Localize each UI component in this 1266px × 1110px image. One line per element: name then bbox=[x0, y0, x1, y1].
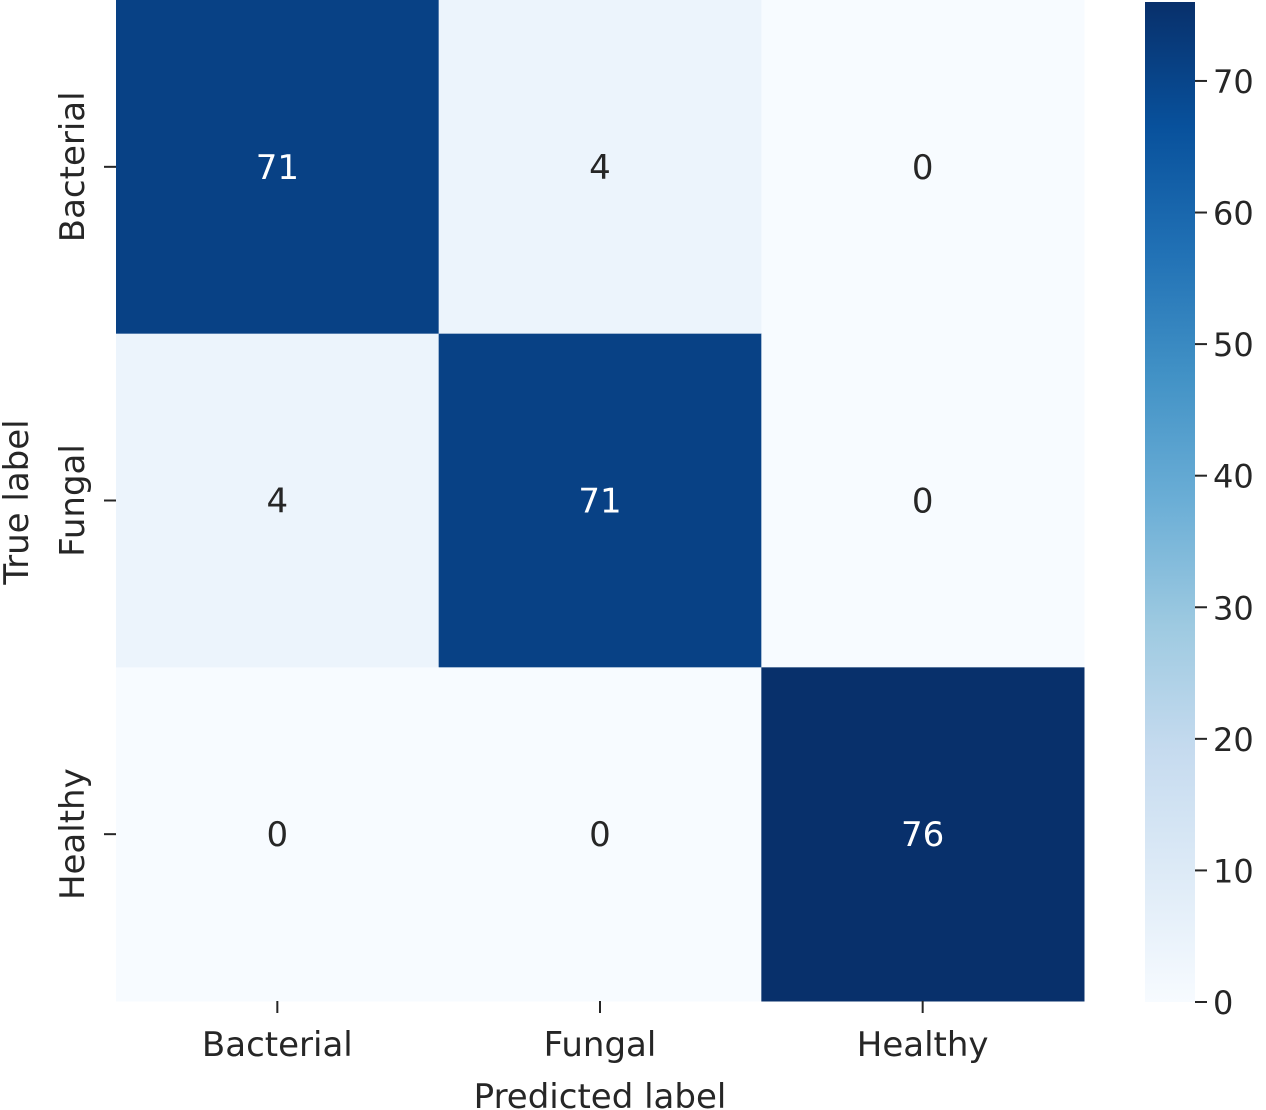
colorbar-ticks: 0 10 20 30 40 50 60 70 bbox=[1195, 63, 1254, 1022]
cell-value-label: 71 bbox=[578, 482, 621, 522]
colorbar-tick-label: 20 bbox=[1213, 721, 1254, 759]
cell-value-label: 4 bbox=[589, 148, 611, 188]
x-axis-label: Predicted label bbox=[474, 1077, 727, 1110]
x-axis-ticks: Bacterial Fungal Healthy bbox=[202, 1001, 989, 1065]
y-tick-label: Bacterial bbox=[53, 91, 93, 242]
cell-value-label: 0 bbox=[589, 815, 611, 855]
cell-value-label: 76 bbox=[901, 815, 944, 855]
colorbar-tick-label: 70 bbox=[1213, 63, 1254, 101]
x-tick-label: Bacterial bbox=[202, 1025, 353, 1065]
heatmap-cell bbox=[438, 333, 762, 668]
y-tick-label: Healthy bbox=[53, 768, 93, 900]
cell-value-label: 71 bbox=[256, 148, 299, 188]
colorbar-tick-label: 10 bbox=[1213, 852, 1254, 890]
colorbar-tick-label: 50 bbox=[1213, 326, 1254, 364]
y-tick-label: Fungal bbox=[53, 444, 93, 557]
cell-value-label: 0 bbox=[267, 815, 289, 855]
colorbar-tick-label: 0 bbox=[1213, 984, 1233, 1022]
heatmap-cell bbox=[761, 667, 1085, 1002]
y-axis-label: True label bbox=[0, 419, 37, 585]
colorbar-tick-label: 40 bbox=[1213, 458, 1254, 496]
heatmap-cell bbox=[116, 667, 440, 1002]
colorbar bbox=[1145, 2, 1195, 1002]
heatmap-cell bbox=[761, 333, 1085, 668]
y-axis-ticks: Bacterial Fungal Healthy bbox=[53, 91, 116, 900]
heatmap-cell-labels: 71 4 0 4 71 0 0 0 76 bbox=[256, 148, 945, 855]
heatmap-cell bbox=[761, 0, 1085, 335]
cell-value-label: 4 bbox=[267, 482, 289, 522]
cell-value-label: 0 bbox=[912, 148, 934, 188]
heatmap-cell bbox=[438, 0, 762, 335]
colorbar-tick-label: 30 bbox=[1213, 589, 1254, 627]
heatmap-cell bbox=[116, 0, 440, 335]
heatmap-cells bbox=[116, 0, 1085, 1002]
cell-value-label: 0 bbox=[912, 482, 934, 522]
x-tick-label: Fungal bbox=[544, 1025, 657, 1065]
heatmap-cell bbox=[116, 333, 440, 668]
colorbar-tick-label: 60 bbox=[1213, 195, 1254, 233]
x-tick-label: Healthy bbox=[857, 1025, 989, 1065]
heatmap-cell bbox=[438, 667, 762, 1002]
